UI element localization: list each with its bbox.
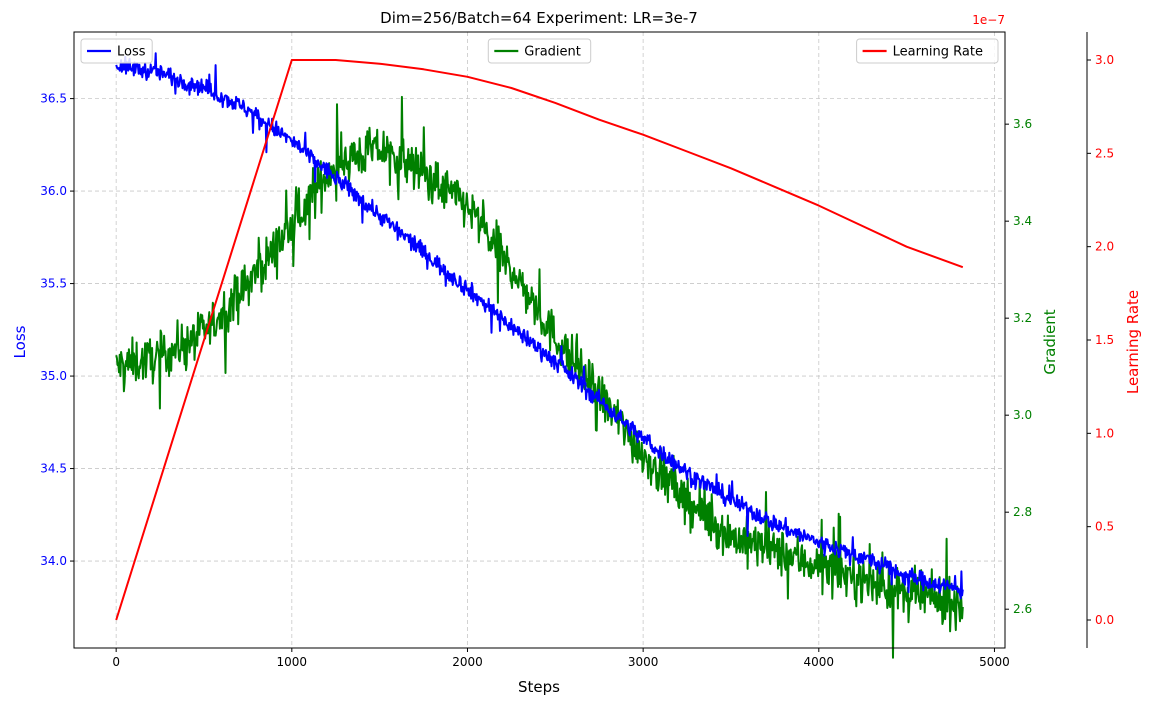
learning-rate-offset-label: 1e−7 (972, 13, 1005, 27)
gradient-tick-label: 3.2 (1013, 311, 1032, 325)
legend-label: Loss (117, 45, 146, 60)
x-tick-label: 4000 (804, 655, 835, 669)
gradient-tick-label: 3.0 (1013, 408, 1032, 422)
x-tick-label: 2000 (452, 655, 483, 669)
loss-tick-label: 35.0 (40, 369, 67, 383)
x-axis-label: Steps (518, 678, 560, 696)
legends: Loss Gradient Learning Rate (80, 38, 999, 64)
x-tick-label: 0 (112, 655, 120, 669)
learning-rate-tick-label: 0.0 (1095, 613, 1114, 627)
plot-frame (73, 31, 1006, 649)
legend-box (856, 38, 999, 64)
legend-label: Gradient (524, 45, 581, 60)
gradient-tick-label: 3.4 (1013, 214, 1032, 228)
legend-label: Learning Rate (893, 45, 983, 60)
learning-rate-tick-label: 0.5 (1095, 520, 1114, 534)
series-line-learning-rate (115, 59, 964, 621)
legend-loss: Loss (80, 38, 153, 64)
x-tick-label: 1000 (277, 655, 308, 669)
series-layer (115, 52, 964, 659)
legend-gradient: Gradient (487, 38, 592, 64)
legend-box (80, 38, 153, 64)
series-line-gradient (115, 95, 964, 659)
learning-rate-tick-label: 1.0 (1095, 426, 1114, 440)
loss-tick-label: 35.5 (40, 277, 67, 291)
series-line-loss (115, 52, 964, 600)
x-tick-label: 3000 (628, 655, 659, 669)
learning-rate-tick-label: 3.0 (1095, 53, 1114, 67)
gradient-tick-label: 2.6 (1013, 602, 1032, 616)
loss-axis-label: Loss (11, 325, 29, 358)
loss-tick-label: 34.5 (40, 462, 67, 476)
learning-rate-tick-label: 2.0 (1095, 240, 1114, 254)
gradient-tick-label: 2.8 (1013, 505, 1032, 519)
x-tick-label: 5000 (979, 655, 1010, 669)
learning-rate-tick-label: 2.5 (1095, 146, 1114, 160)
gradient-axis-label: Gradient (1041, 309, 1059, 374)
legend-learning-rate: Learning Rate (856, 38, 999, 64)
loss-tick-label: 36.5 (40, 92, 67, 106)
loss-tick-label: 34.0 (40, 554, 67, 568)
axes: 0 1000 2000 3000 4000 5000 34.0 34.5 35.0 35.5 36.… (40, 31, 1114, 669)
loss-tick-label: 36.0 (40, 184, 67, 198)
learning-rate-tick-label: 1.5 (1095, 333, 1114, 347)
gradient-tick-label: 3.6 (1013, 117, 1032, 131)
learning-rate-axis-label: Learning Rate (1124, 290, 1142, 394)
legend-box (487, 38, 592, 64)
chart-title: Dim=256/Batch=64 Experiment: LR=3e-7 (380, 9, 698, 27)
